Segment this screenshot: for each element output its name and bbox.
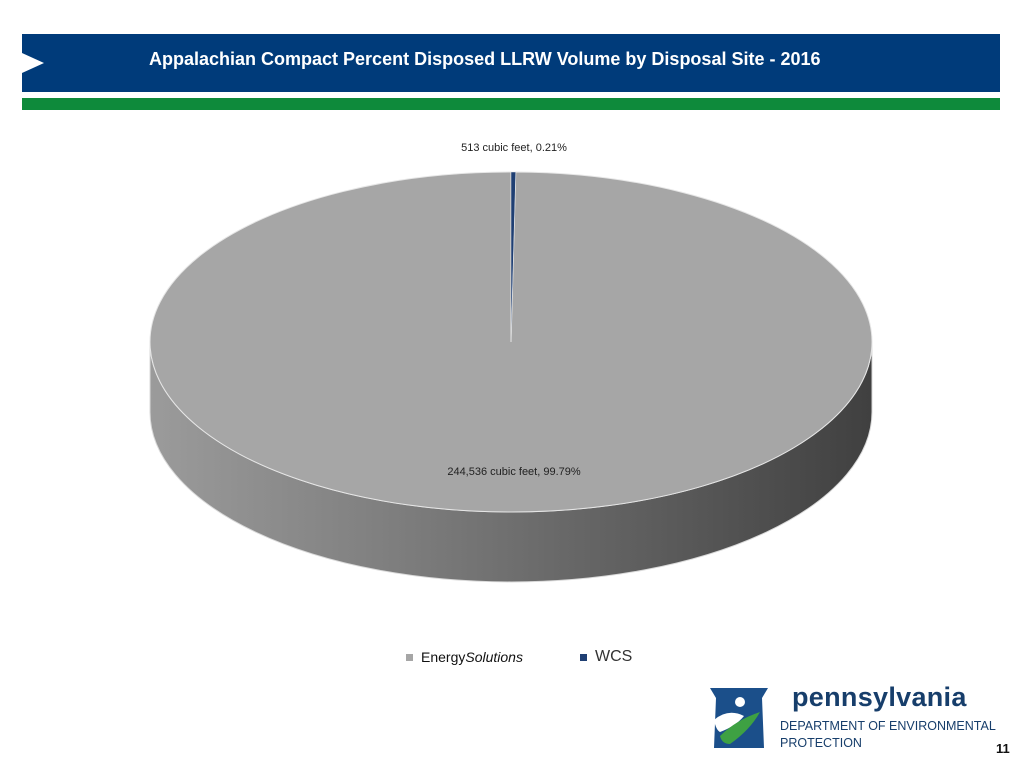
data-label-wcs: 513 cubic feet, 0.21%	[461, 142, 567, 154]
data-label-energysolutions: 244,536 cubic feet, 99.79%	[447, 466, 581, 478]
slide-title: Appalachian Compact Percent Disposed LLR…	[149, 49, 821, 69]
legend: Energy Solutions WCS	[0, 646, 1024, 668]
legend-item-energysolutions: Energy Solutions	[406, 646, 523, 668]
keystone-logo-icon	[710, 688, 768, 748]
logo-name: pennsylvania	[792, 682, 967, 712]
pa-dep-logo: pennsylvania DEPARTMENT OF ENVIRONMENTAL…	[706, 682, 1006, 752]
legend-label-wcs: WCS	[595, 648, 633, 665]
title-arrow-icon	[22, 53, 44, 73]
title-bar: Appalachian Compact Percent Disposed LLR…	[22, 34, 1000, 92]
green-divider	[22, 98, 1000, 110]
pie-slice-wcs[interactable]	[510, 171, 517, 343]
page-number: 11	[996, 741, 1010, 756]
legend-label-solutions: Solutions	[465, 649, 523, 665]
legend-swatch-wcs	[580, 653, 587, 661]
legend-swatch-energysolutions	[406, 653, 413, 661]
pie-chart: 513 cubic feet, 0.21% 244,536 cubic feet…	[149, 142, 873, 583]
legend-label-energy: Energy	[421, 649, 466, 665]
logo-department: DEPARTMENT OF ENVIRONMENTAL	[780, 719, 996, 733]
logo-department-2: PROTECTION	[780, 736, 862, 750]
legend-item-wcs: WCS	[580, 646, 632, 668]
